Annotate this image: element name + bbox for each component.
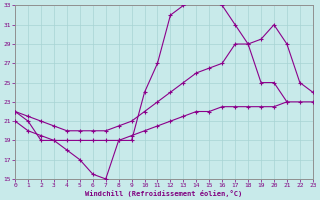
X-axis label: Windchill (Refroidissement éolien,°C): Windchill (Refroidissement éolien,°C) [85, 190, 243, 197]
